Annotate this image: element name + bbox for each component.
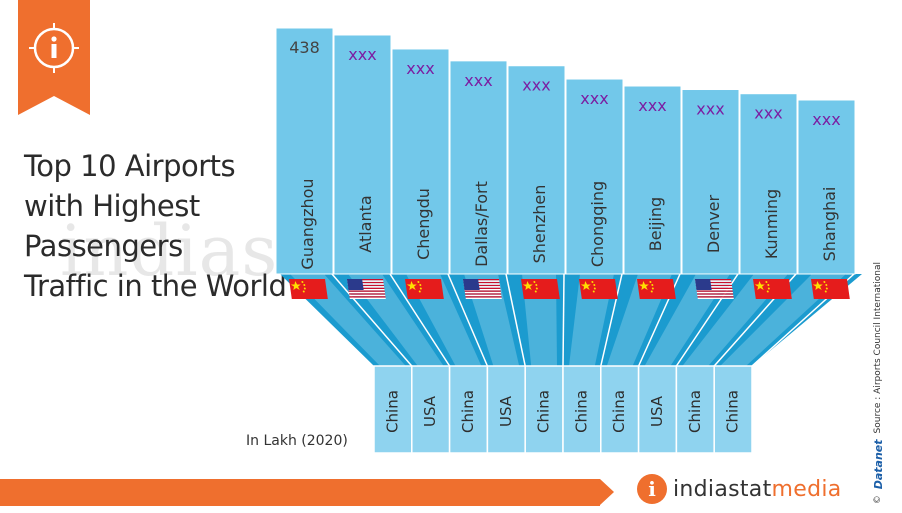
china-flag-icon bbox=[289, 279, 328, 299]
china-flag-icon bbox=[811, 279, 850, 299]
logo-suffix: media bbox=[771, 476, 842, 502]
country-box bbox=[524, 365, 564, 454]
bar-value-label: xxx bbox=[522, 76, 550, 95]
country-label: China bbox=[535, 390, 553, 433]
china-flag-icon bbox=[579, 279, 618, 299]
bar-category-label: Denver bbox=[704, 194, 723, 253]
title-line-2: with Highest bbox=[24, 189, 200, 223]
bar-category-label: Guangzhou bbox=[298, 178, 317, 269]
bar-category-label: Shenzhen bbox=[530, 185, 549, 264]
logo-text: indiastatmedia bbox=[673, 477, 842, 502]
country-box bbox=[448, 365, 489, 454]
country-label: USA bbox=[497, 395, 515, 427]
bar-value-label: xxx bbox=[580, 89, 608, 108]
footer-bar: i indiastatmedia bbox=[0, 472, 902, 513]
usa-flag-icon bbox=[347, 279, 386, 299]
bar-value-label: xxx bbox=[638, 96, 666, 115]
country-box bbox=[675, 365, 715, 454]
bar-shenzhen bbox=[507, 65, 566, 275]
country-label: China bbox=[383, 390, 401, 433]
bar-category-label: Dallas/Fort bbox=[472, 181, 491, 267]
bar-value-label: xxx bbox=[464, 71, 492, 90]
country-box bbox=[713, 365, 753, 454]
bar-category-label: Chongqing bbox=[588, 181, 607, 267]
title-line-1: Top 10 Airports bbox=[24, 149, 236, 183]
footer-stripe-tip bbox=[600, 479, 614, 505]
bar-denver bbox=[681, 89, 740, 275]
bar-chongqing bbox=[565, 78, 624, 275]
country-box bbox=[411, 365, 451, 454]
bar-kunming bbox=[739, 93, 798, 275]
bar-value-label: xxx bbox=[696, 100, 724, 119]
connector-divider bbox=[505, 273, 526, 367]
country-label: China bbox=[459, 390, 477, 433]
connector-divider bbox=[562, 273, 565, 367]
bar-chengdu bbox=[391, 48, 450, 275]
unit-note: In Lakh (2020) bbox=[246, 433, 348, 449]
title-line-4: Traffic in the World bbox=[24, 269, 287, 303]
bar-category-label: Chengdu bbox=[414, 188, 433, 260]
bar-beijing bbox=[623, 85, 682, 275]
china-flag-icon bbox=[753, 279, 792, 299]
connector-divider bbox=[447, 273, 489, 367]
country-label: China bbox=[686, 390, 704, 433]
country-label: China bbox=[572, 390, 590, 433]
connector-divider bbox=[331, 273, 413, 367]
country-label: China bbox=[724, 390, 742, 433]
bar-atlanta bbox=[333, 34, 392, 275]
bar-value-label: 438 bbox=[289, 38, 320, 57]
connector-divider bbox=[389, 273, 451, 367]
usa-flag-icon bbox=[695, 279, 734, 299]
logo-info-icon: i bbox=[637, 474, 667, 504]
usa-flag-icon bbox=[463, 279, 502, 299]
china-flag-icon bbox=[405, 279, 444, 299]
bar-category-label: Beijing bbox=[646, 197, 665, 251]
info-icon bbox=[18, 0, 90, 115]
bar-value-label: xxx bbox=[348, 45, 376, 64]
bar-category-label: Kunming bbox=[762, 189, 781, 259]
title-line-3: Passengers bbox=[24, 229, 183, 263]
bar-value-label: xxx bbox=[754, 104, 782, 123]
footer-stripe bbox=[0, 479, 600, 506]
bar-value-label: xxx bbox=[406, 59, 434, 78]
connector-divider bbox=[600, 273, 623, 367]
country-label: USA bbox=[648, 395, 666, 427]
bar-category-label: Atlanta bbox=[356, 195, 375, 252]
china-flag-icon bbox=[521, 279, 560, 299]
country-label: USA bbox=[421, 395, 439, 427]
chart-title: Top 10 Airports with Highest Passengers … bbox=[24, 146, 287, 306]
indiastatmedia-logo: i indiastatmedia bbox=[637, 474, 842, 504]
source-text: Source : Airports Council International bbox=[873, 262, 883, 434]
bar-value-label: xxx bbox=[812, 110, 840, 129]
bar-guangzhou bbox=[275, 27, 334, 275]
bar-dallasfort bbox=[449, 60, 508, 275]
bar-shanghai bbox=[797, 99, 856, 275]
country-box bbox=[373, 365, 413, 454]
bar-category-label: Shanghai bbox=[820, 187, 839, 262]
country-label: China bbox=[610, 390, 628, 433]
source-note: © Datanet Source : Airports Council Inte… bbox=[870, 262, 886, 504]
china-flag-icon bbox=[637, 279, 676, 299]
country-box bbox=[600, 365, 640, 454]
logo-prefix: indiastat bbox=[673, 476, 772, 502]
